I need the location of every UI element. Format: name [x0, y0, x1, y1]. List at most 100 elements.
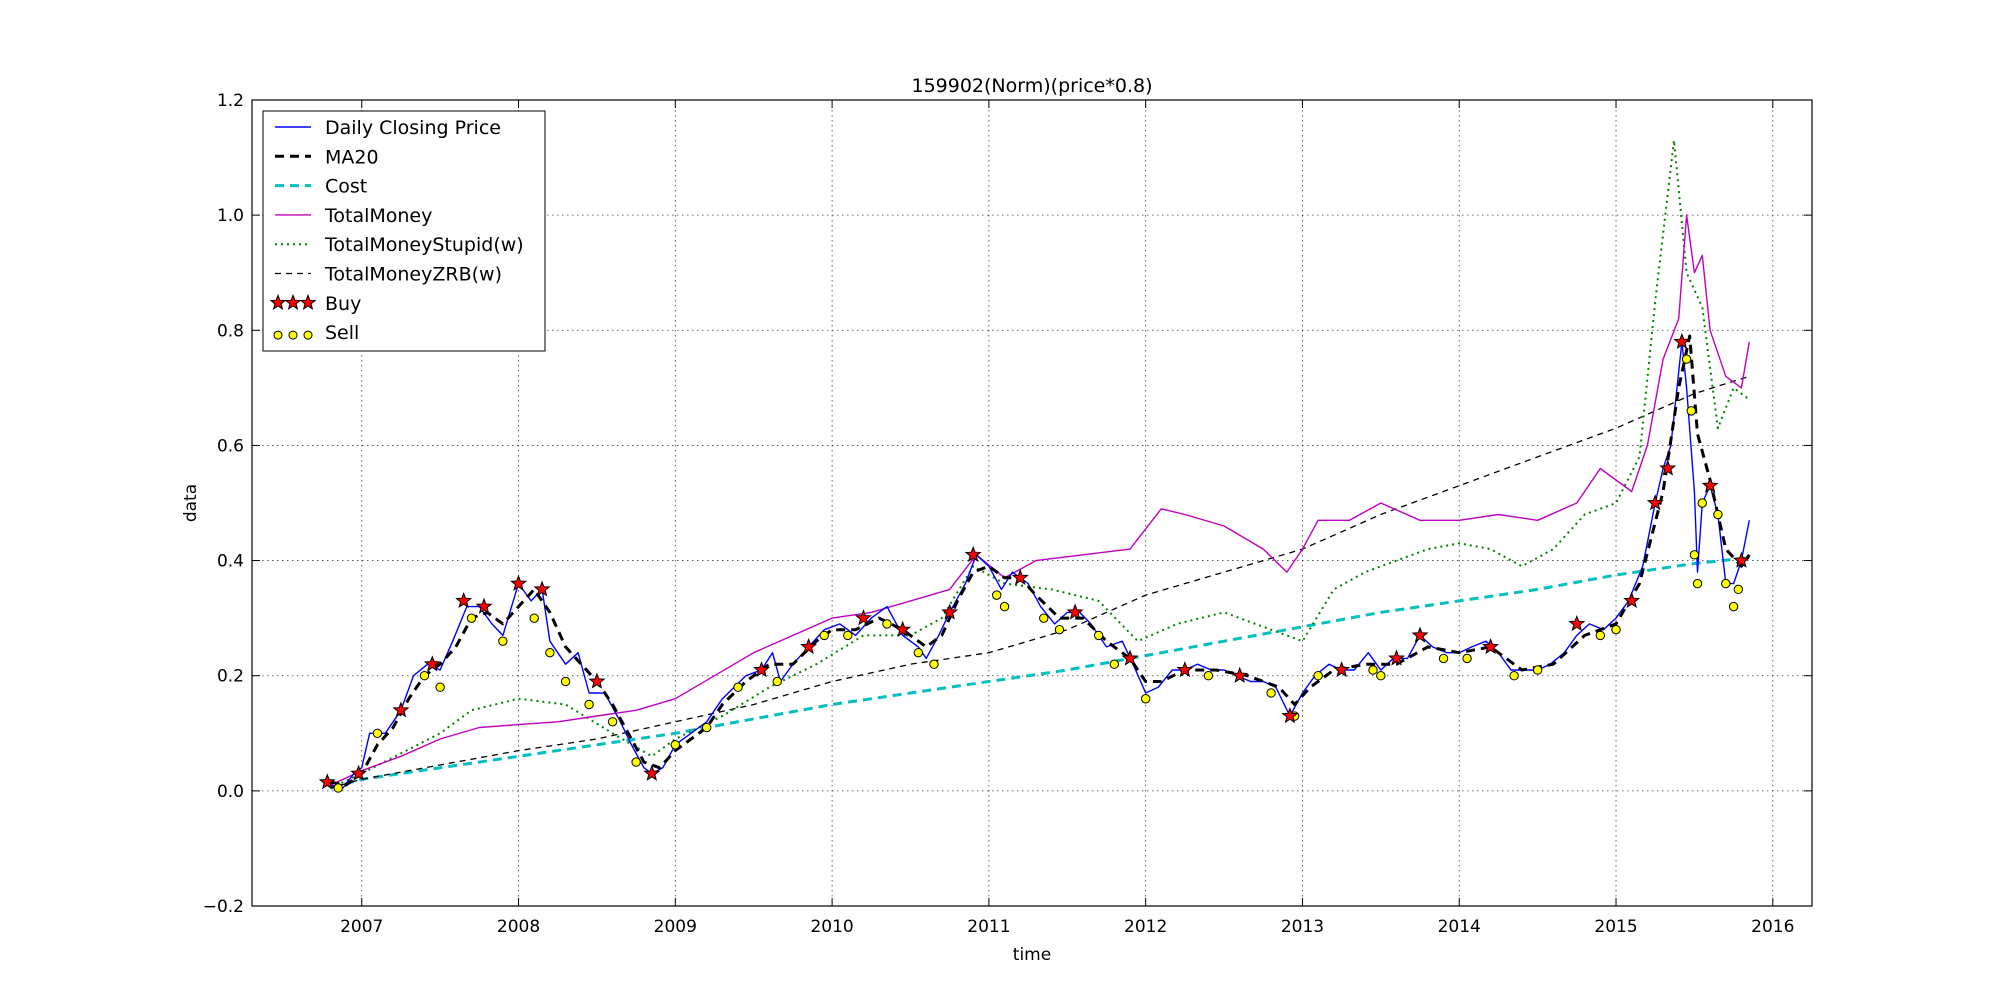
x-tick-label: 2007 [340, 917, 383, 937]
sell-marker [843, 630, 853, 641]
sell-marker [772, 676, 782, 687]
buy-marker [1281, 707, 1299, 724]
x-tick-label: 2015 [1594, 917, 1637, 937]
chart-title: 159902(Norm)(price*0.8) [911, 75, 1152, 97]
sell-marker [913, 647, 924, 658]
sell-marker [498, 636, 508, 646]
sell-marker [1728, 601, 1739, 612]
buy-marker [854, 609, 872, 626]
series-line-totalmoney [330, 214, 1750, 786]
sell-marker [1140, 694, 1151, 704]
sell-marker [1266, 688, 1276, 698]
legend-label-daily-closing-price: Daily Closing Price [325, 117, 501, 139]
buy-marker [800, 638, 818, 655]
sell-marker [1376, 671, 1386, 681]
legend-buy-marker [284, 293, 302, 311]
sell-marker [1509, 671, 1519, 681]
legend: Daily Closing Price MA20 Cost TotalMoney Tot… [262, 110, 546, 352]
buy-marker [753, 661, 771, 678]
sell-marker [584, 699, 594, 710]
sell-marker [1093, 630, 1104, 641]
buy-marker [941, 603, 959, 620]
buy-marker [643, 764, 661, 781]
buy-marker [1659, 459, 1677, 476]
sell-marker [929, 659, 939, 669]
buy-marker [1673, 332, 1691, 350]
buy-marker [455, 591, 473, 609]
sell-marker [1438, 653, 1449, 664]
legend-sell-marker [288, 330, 298, 340]
sell-marker [1697, 498, 1707, 508]
buy-marker [350, 764, 368, 781]
buy-marker [1176, 661, 1194, 678]
y-tick-label: 0.2 [217, 667, 244, 687]
legend-label-totalmoneyzrb-w: TotalMoneyZRB(w) [324, 264, 502, 286]
legend-sell-marker [273, 330, 283, 340]
sell-marker [1532, 665, 1543, 675]
sell-marker [466, 613, 477, 623]
sell-marker [1721, 578, 1731, 589]
sell-marker [1713, 509, 1723, 520]
buy-marker [1482, 638, 1500, 655]
x-tick-label: 2011 [967, 917, 1010, 937]
buy-marker [1411, 626, 1429, 643]
buy-marker [1066, 603, 1084, 620]
plot-frame [251, 99, 1813, 907]
sell-marker [529, 613, 539, 623]
x-axis-label: time [1013, 945, 1051, 965]
buy-marker [894, 620, 912, 637]
sell-marker [701, 722, 712, 733]
y-axis-label: data [181, 484, 201, 522]
buy-marker [475, 597, 493, 614]
sell-marker [372, 728, 383, 738]
legend-label-totalmoneystupid-w: TotalMoneyStupid(w) [324, 234, 524, 256]
y-tick-label: −0.2 [203, 897, 244, 917]
legend-buy-marker [269, 293, 287, 311]
sell-marker [1733, 584, 1744, 595]
x-tick-label: 2014 [1438, 917, 1481, 937]
buy-marker [1121, 649, 1139, 666]
buy-marker [392, 701, 410, 718]
buy-marker [1388, 649, 1406, 666]
sell-marker [631, 757, 641, 767]
sell-markers [333, 354, 1744, 793]
sell-marker [733, 682, 743, 692]
sell-marker [1462, 653, 1472, 664]
buy-marker [1623, 592, 1641, 609]
sell-marker [1039, 613, 1049, 623]
y-tick-label: 1.0 [217, 206, 244, 226]
sell-marker [819, 630, 829, 641]
y-tick-label: 0.6 [217, 436, 244, 456]
sell-marker [1054, 624, 1065, 635]
sell-marker [882, 619, 892, 629]
series-line-ma20 [330, 334, 1751, 787]
y-tick-label: 0.8 [217, 321, 244, 341]
buy-markers [318, 332, 1750, 790]
legend-label-ma20: MA20 [325, 146, 379, 168]
sell-marker [1368, 665, 1378, 675]
legend-buy-marker [299, 293, 317, 311]
sell-marker [1595, 630, 1606, 641]
x-tick-label: 2012 [1124, 917, 1167, 937]
legend-label-buy: Buy [325, 293, 361, 315]
buy-marker [318, 773, 336, 790]
legend-box [262, 110, 546, 352]
buy-marker [588, 672, 606, 689]
legend-label-sell: Sell [325, 322, 359, 344]
sell-marker [1109, 659, 1120, 669]
y-tick-label: 1.2 [217, 91, 244, 111]
sell-marker [1203, 671, 1214, 681]
buy-marker [1568, 615, 1586, 632]
x-tick-label: 2013 [1281, 917, 1324, 937]
sell-marker [1313, 671, 1323, 681]
sell-marker [435, 682, 445, 692]
buy-marker [964, 545, 982, 563]
sell-marker [560, 676, 571, 687]
legend-label-totalmoney: TotalMoney [324, 205, 432, 227]
ticks-layer: 2007 2008 2009 2010 2011 2012 2013 2014 2015 2016… [203, 91, 1812, 937]
x-tick-label: 2010 [810, 917, 853, 937]
sell-marker [670, 740, 681, 750]
sell-marker [992, 590, 1002, 600]
